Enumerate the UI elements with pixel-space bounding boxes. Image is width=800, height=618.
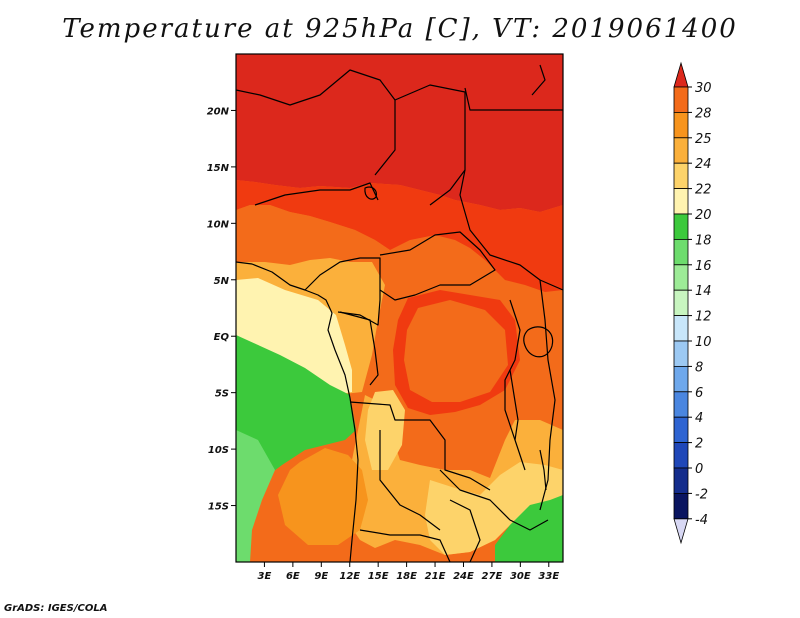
lon-tick-label: 15E [368, 571, 389, 582]
chart-title: Temperature at 925hPa [C], VT: 201906140… [62, 14, 738, 44]
lat-tick-label: 15N [207, 163, 230, 174]
colorbar-label: 28 [695, 106, 712, 121]
colorbar-label: 25 [695, 132, 712, 147]
border-algeria-niger [236, 69, 396, 176]
border-angola-zambia [379, 430, 441, 531]
colorbar-label: 16 [695, 259, 712, 274]
colorbar-swatch [673, 213, 689, 240]
lon-tick-label: 12E [339, 571, 360, 582]
lon-tick-label: 6E [286, 571, 300, 582]
lat-tick-label: 5S [215, 389, 229, 400]
zone-25-28-congo-core [404, 300, 508, 402]
colorbar-swatch [673, 391, 689, 418]
lake-tanganyika [509, 369, 519, 441]
colorbar-swatch [673, 137, 689, 164]
colorbar-label: 10 [695, 335, 712, 350]
colorbar-label: 6 [695, 386, 703, 401]
zone-25-28-west [236, 205, 390, 265]
border-east-coast [539, 279, 556, 511]
lon-tick-label: 24E [453, 571, 474, 582]
colorbar-swatch [673, 467, 689, 494]
border-car [379, 231, 496, 301]
colorbar-swatch [673, 442, 689, 469]
border-namibia [359, 529, 451, 562]
map-frame [235, 53, 564, 563]
colorbar-swatch [673, 416, 689, 444]
zone-28-30-sahel [236, 180, 563, 292]
colorbar-label: 24 [695, 157, 712, 172]
colorbar-swatch [673, 86, 689, 113]
colorbar-label: -4 [695, 513, 708, 528]
colorbar-top-arrow [673, 61, 689, 88]
border-egypt-sudan [464, 87, 563, 111]
colorbar-label: 20 [695, 208, 712, 223]
colorbar-swatch [673, 112, 689, 139]
lat-tick-label: 15S [208, 502, 229, 513]
lon-tick-label: 33E [538, 571, 559, 582]
lat-tick-label: 20N [207, 106, 230, 117]
colorbar-swatch [673, 492, 689, 520]
colorbar-swatch [673, 365, 689, 393]
lat-tick-label: 10S [208, 445, 229, 456]
grads-credit: GrADS: IGES/COLA [4, 603, 108, 614]
colorbar-swatch [673, 238, 689, 266]
zone-20-22-central-strip [365, 390, 405, 470]
colorbar-label: 30 [695, 81, 712, 96]
colorbar-swatch [673, 289, 689, 317]
colorbar-swatch [673, 162, 689, 189]
colorbar-label: 0 [695, 462, 703, 477]
lon-tick-label: 27E [482, 571, 503, 582]
border-libya-chad [394, 84, 466, 206]
lake-victoria [523, 326, 554, 358]
colorbar-label: 18 [695, 233, 712, 248]
red-sea-coast [531, 64, 546, 96]
border-gabon-congo [339, 311, 379, 386]
colorbar-label: 14 [695, 284, 712, 299]
colorbar-label: 4 [695, 411, 703, 426]
longitude-axis: 3E 6E 9E 12E 15E 18E 21E 24E 27E 30E 33E [258, 562, 559, 582]
zone-20-22-interior [425, 462, 563, 555]
lon-tick-label: 18E [396, 571, 417, 582]
country-borders [236, 64, 563, 562]
zone-24-25-angola-ring [278, 448, 368, 545]
lat-tick-label: EQ [214, 332, 230, 343]
colorbar-swatch [673, 264, 689, 291]
colorbar-label: 2 [695, 437, 703, 452]
border-drc-south [349, 401, 491, 491]
border-nigeria-niger [254, 182, 379, 206]
colorbar-bottom-arrow [673, 518, 689, 545]
coastline-west-africa [236, 261, 359, 562]
zone-above-30-north [236, 54, 563, 212]
border-botswana [449, 499, 481, 562]
temperature-field [236, 54, 563, 562]
colorbar-swatch [673, 188, 689, 215]
colorbar-label: 12 [695, 310, 712, 325]
lat-tick-label: 10N [207, 219, 230, 230]
zone-14-16-sw [236, 430, 275, 562]
lon-tick-label: 3E [258, 571, 272, 582]
colorbar-label: 22 [695, 183, 712, 198]
zone-16-18-se [495, 495, 563, 562]
lat-tick-label: 5N [214, 276, 230, 287]
colorbar-swatch [673, 315, 689, 342]
latitude-axis: 20N 15N 10N 5N EQ 5S 10S 15S [207, 106, 236, 513]
colorbar-swatch [673, 340, 689, 367]
colorbar-label: 8 [695, 360, 703, 375]
lon-tick-label: 9E [314, 571, 328, 582]
colorbar-label: -2 [695, 487, 708, 502]
lake-chad [364, 186, 377, 200]
lon-tick-label: 21E [425, 571, 446, 582]
border-zambia-zimbabwe [439, 469, 549, 531]
lake-malawi [539, 449, 547, 491]
lon-tick-label: 30E [510, 571, 531, 582]
zone-18-20-gulf [236, 278, 352, 395]
